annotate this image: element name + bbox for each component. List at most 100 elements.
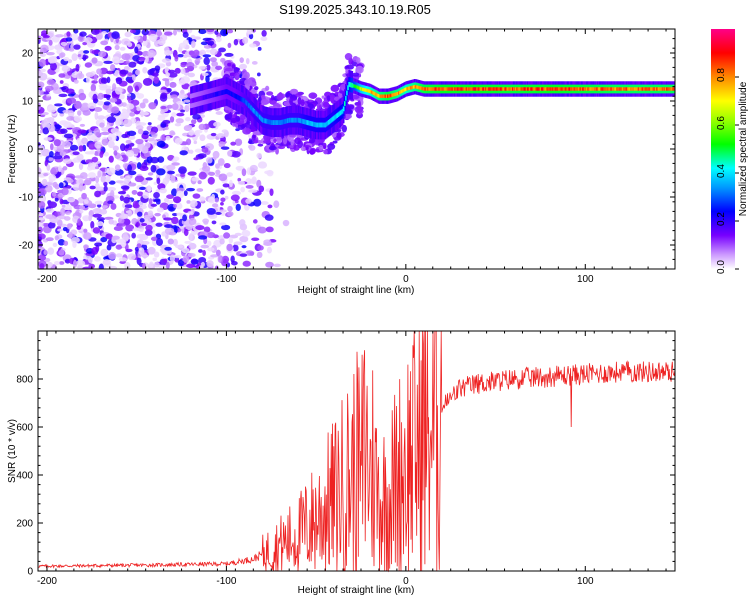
noise-blob bbox=[160, 110, 165, 115]
noise-blob bbox=[119, 260, 126, 265]
noise-blob bbox=[192, 193, 201, 199]
track-core bbox=[437, 87, 440, 91]
noise-blob bbox=[183, 99, 191, 103]
track-core bbox=[499, 87, 501, 91]
track-core bbox=[647, 87, 650, 91]
track-core bbox=[561, 87, 564, 91]
noise-blob bbox=[142, 40, 148, 47]
noise-blob bbox=[163, 197, 169, 203]
noise-blob bbox=[202, 54, 212, 58]
noise-blob bbox=[175, 187, 185, 192]
noise-blob bbox=[139, 228, 144, 233]
noise-blob bbox=[164, 246, 172, 251]
noise-blob bbox=[119, 195, 124, 202]
noise-blob bbox=[59, 52, 66, 58]
noise-blob bbox=[120, 239, 127, 248]
noise-blob bbox=[59, 151, 67, 157]
track-core bbox=[634, 87, 637, 91]
noise-blob bbox=[201, 147, 209, 153]
noise-blob bbox=[147, 122, 152, 126]
track-core bbox=[532, 87, 534, 91]
track-core bbox=[450, 87, 453, 91]
track-core bbox=[361, 87, 363, 91]
track-core bbox=[535, 87, 538, 91]
noise-blob bbox=[136, 105, 141, 112]
noise-blob bbox=[52, 155, 63, 160]
noise-blob bbox=[164, 174, 171, 183]
track-core bbox=[427, 87, 430, 91]
noise-blob bbox=[134, 246, 139, 252]
track-core bbox=[209, 93, 212, 99]
track-core bbox=[363, 88, 365, 92]
track-core bbox=[215, 91, 218, 97]
noise-blob bbox=[230, 255, 235, 263]
noise-blob bbox=[249, 164, 258, 172]
snr-ytick-label: 400 bbox=[16, 471, 33, 482]
noise-blob bbox=[120, 185, 130, 190]
track-core bbox=[602, 87, 604, 91]
noise-blob bbox=[54, 103, 63, 107]
track-core bbox=[523, 87, 526, 91]
track-core bbox=[588, 87, 590, 91]
noise-blob bbox=[144, 229, 153, 236]
track-core bbox=[315, 122, 318, 128]
noise-blob bbox=[215, 36, 222, 43]
noise-blob bbox=[72, 151, 80, 156]
track-core bbox=[496, 87, 499, 91]
track-core bbox=[342, 106, 345, 112]
track-core bbox=[254, 110, 257, 115]
noise-blob bbox=[77, 35, 85, 43]
noise-blob bbox=[47, 105, 57, 113]
noise-blob bbox=[51, 167, 57, 175]
track-core bbox=[636, 87, 639, 91]
track-core bbox=[473, 87, 475, 91]
noise-blob bbox=[54, 235, 60, 241]
noise-blob bbox=[147, 172, 154, 176]
track-core bbox=[668, 87, 670, 91]
track-core bbox=[354, 84, 357, 89]
noise-blob bbox=[46, 51, 55, 56]
noise-blob bbox=[248, 145, 256, 151]
track-core bbox=[380, 94, 383, 98]
noise-blob bbox=[208, 171, 216, 176]
track-core bbox=[270, 120, 273, 125]
track-core bbox=[476, 87, 479, 91]
track-core bbox=[224, 89, 227, 95]
track-core bbox=[411, 85, 414, 89]
noise-blob bbox=[257, 46, 262, 51]
noise-blob bbox=[76, 72, 85, 80]
track-core bbox=[558, 87, 560, 91]
noise-blob bbox=[188, 129, 195, 136]
noise-blob bbox=[94, 190, 101, 198]
track-core bbox=[474, 87, 476, 91]
track-core bbox=[212, 92, 215, 98]
noise-blob bbox=[191, 118, 197, 125]
noise-blob bbox=[123, 196, 130, 204]
noise-blob bbox=[101, 205, 108, 209]
track-core bbox=[556, 87, 558, 91]
track-core bbox=[488, 87, 490, 91]
track-core bbox=[321, 122, 323, 128]
track-core bbox=[377, 93, 379, 98]
snr-xtick-label: 0 bbox=[403, 576, 409, 587]
track-core bbox=[333, 115, 335, 121]
noise-blob bbox=[147, 185, 152, 193]
noise-blob bbox=[49, 143, 54, 151]
noise-blob bbox=[183, 228, 189, 237]
noise-blob bbox=[198, 29, 207, 35]
spectrogram-ytick-label: -10 bbox=[19, 193, 34, 204]
noise-blob bbox=[67, 93, 75, 97]
track-halo-blob bbox=[289, 145, 295, 149]
track-halo-blob bbox=[244, 78, 253, 86]
track-core bbox=[506, 87, 509, 91]
track-core bbox=[281, 119, 284, 125]
track-core bbox=[549, 87, 552, 91]
noise-blob bbox=[135, 69, 141, 76]
track-core bbox=[534, 87, 537, 91]
noise-blob bbox=[218, 141, 226, 148]
noise-blob bbox=[193, 140, 198, 145]
noise-blob bbox=[126, 103, 135, 110]
noise-blob bbox=[39, 44, 49, 53]
track-core bbox=[359, 86, 361, 91]
track-core bbox=[403, 88, 405, 92]
